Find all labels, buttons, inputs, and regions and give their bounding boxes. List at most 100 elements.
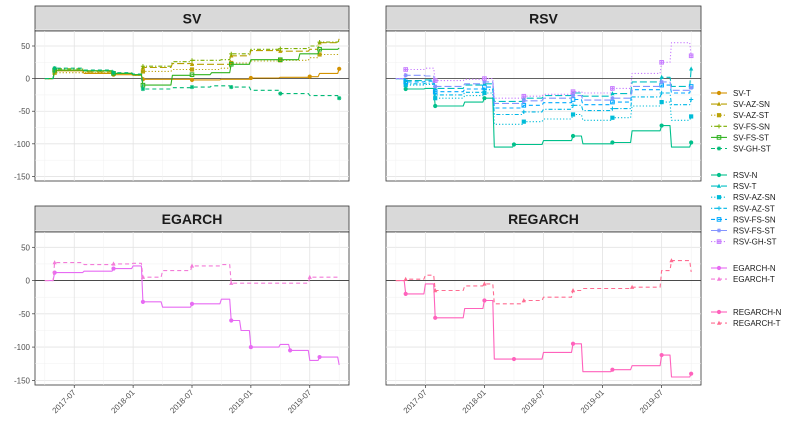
series-point bbox=[433, 84, 438, 89]
y-tick-label: -50 bbox=[18, 107, 30, 116]
series-point bbox=[337, 66, 342, 71]
legend-label: EGARCH-T bbox=[733, 275, 775, 284]
series-point bbox=[610, 91, 615, 96]
legend: SV-T SV-AZ-SN SV-AZ-ST SV-FS-SN SV-FS-ST SV-G… bbox=[711, 89, 782, 328]
series-point bbox=[570, 97, 576, 102]
y-tick-label: 0 bbox=[26, 277, 31, 286]
series-point bbox=[288, 348, 293, 353]
series-point bbox=[610, 106, 615, 111]
series-line bbox=[44, 67, 340, 99]
series-point bbox=[140, 299, 146, 304]
legend-key-marker bbox=[716, 146, 722, 151]
legend-key-marker bbox=[716, 309, 722, 315]
series-egarch-n bbox=[44, 265, 340, 366]
series-regarch-n bbox=[395, 280, 694, 378]
series-point bbox=[278, 58, 283, 63]
panel-title: REGARCH bbox=[508, 211, 579, 227]
series-point bbox=[317, 354, 322, 360]
series-point bbox=[189, 77, 195, 83]
panel-rsv: RSV bbox=[385, 5, 702, 182]
series-point bbox=[433, 96, 438, 101]
series-point bbox=[659, 74, 664, 80]
series-point bbox=[189, 61, 195, 66]
series-point bbox=[337, 96, 342, 101]
legend-label: RSV-FS-SN bbox=[733, 215, 776, 224]
series-point bbox=[511, 142, 517, 147]
series-point bbox=[482, 79, 487, 84]
legend-item-sv-fs-sn: SV-FS-SN bbox=[711, 122, 770, 131]
y-tick-label: -50 bbox=[18, 310, 30, 319]
panel-title: SV bbox=[183, 11, 202, 27]
series-point bbox=[278, 57, 283, 62]
series-point bbox=[570, 112, 576, 117]
panels: SV500-50-100-150RSVEGARCH500-50-100-1502… bbox=[14, 5, 702, 415]
series-point bbox=[52, 66, 57, 71]
series-point bbox=[403, 291, 408, 296]
series-point bbox=[689, 66, 694, 71]
series-line bbox=[44, 47, 340, 86]
y-tick-label: -100 bbox=[14, 140, 31, 149]
legend-label: SV-GH-ST bbox=[733, 145, 771, 154]
series-regarch-t bbox=[395, 258, 692, 305]
series-point bbox=[659, 90, 664, 96]
series-point bbox=[228, 61, 234, 67]
legend-item-rsv-fs-sn: RSV-FS-SN bbox=[711, 215, 776, 224]
panel-title: RSV bbox=[529, 11, 558, 27]
legend-key-marker bbox=[716, 124, 722, 129]
legend-key-marker bbox=[716, 228, 722, 233]
series-point bbox=[140, 69, 146, 74]
series-rsv-gh-st bbox=[395, 42, 694, 99]
series-point bbox=[403, 86, 408, 92]
series-rsv-fs-st bbox=[395, 73, 694, 104]
legend-key-marker bbox=[716, 113, 722, 118]
series-point bbox=[521, 98, 526, 103]
legend-item-rsv-n: RSV-N bbox=[711, 171, 758, 180]
panel-strip bbox=[34, 5, 350, 32]
series-point bbox=[278, 91, 283, 96]
series-point bbox=[610, 367, 615, 372]
legend-label: RSV-T bbox=[733, 182, 757, 191]
y-tick-label: 0 bbox=[26, 75, 31, 84]
series-point bbox=[248, 344, 253, 350]
series-point bbox=[689, 371, 694, 376]
legend-label: RSV-AZ-SN bbox=[733, 193, 776, 202]
series-point bbox=[521, 119, 526, 124]
legend-label: RSV-N bbox=[733, 171, 758, 180]
legend-item-egarch-n: EGARCH-N bbox=[711, 264, 776, 273]
legend-label: RSV-GH-ST bbox=[733, 238, 777, 247]
series-point bbox=[229, 51, 234, 56]
series-point bbox=[189, 67, 195, 72]
legend-item-egarch-t: EGARCH-T bbox=[711, 275, 775, 284]
series-point bbox=[433, 288, 438, 293]
legend-item-rsv-gh-st: RSV-GH-ST bbox=[711, 238, 777, 247]
series-point bbox=[482, 298, 487, 303]
legend-key-marker bbox=[716, 217, 722, 222]
series-point bbox=[688, 53, 694, 59]
legend-key-marker bbox=[716, 276, 722, 281]
legend-label: REGARCH-N bbox=[733, 308, 782, 317]
series-point bbox=[317, 46, 322, 52]
legend-item-rsv-az-st: RSV-AZ-ST bbox=[711, 204, 775, 213]
series-point bbox=[432, 78, 438, 83]
series-point bbox=[189, 72, 195, 77]
legend-item-rsv-t: RSV-T bbox=[711, 182, 757, 191]
legend-label: RSV-AZ-ST bbox=[733, 204, 775, 213]
series-point bbox=[229, 84, 234, 90]
legend-key-marker bbox=[716, 101, 722, 106]
legend-item-sv-az-st: SV-AZ-ST bbox=[711, 111, 769, 120]
series-point bbox=[521, 103, 527, 108]
legend-item-regarch-t: REGARCH-T bbox=[711, 319, 781, 328]
y-tick-label: 50 bbox=[21, 243, 30, 252]
legend-label: SV-AZ-ST bbox=[733, 111, 769, 120]
legend-item-sv-gh-st: SV-GH-ST bbox=[711, 145, 771, 154]
series-point bbox=[659, 79, 664, 84]
legend-label: SV-FS-ST bbox=[733, 133, 769, 142]
legend-label: SV-T bbox=[733, 89, 751, 98]
legend-key-marker bbox=[716, 195, 722, 200]
series-point bbox=[317, 39, 322, 45]
y-tick-label: -100 bbox=[14, 343, 31, 352]
legend-label: RSV-FS-ST bbox=[733, 227, 775, 236]
series-line bbox=[395, 280, 692, 378]
